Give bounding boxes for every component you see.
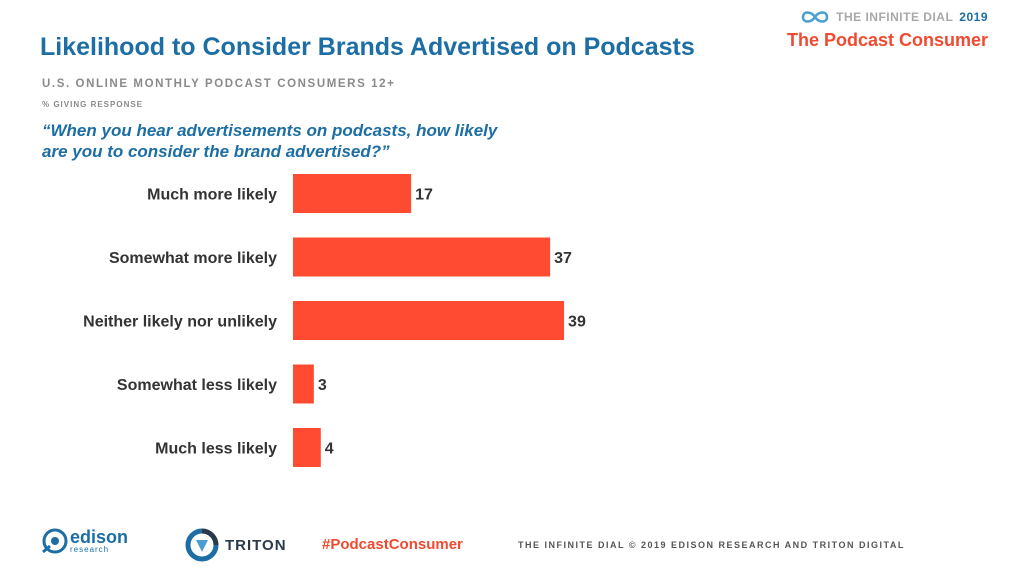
response-note: % GIVING RESPONSE	[42, 100, 144, 109]
hashtag: #PodcastConsumer	[322, 536, 463, 553]
value-label: 39	[568, 314, 586, 331]
report-name: The Podcast Consumer	[786, 30, 988, 50]
triton-digital-logo: TRITON	[185, 528, 287, 562]
infinite-dial-brand: THE INFINITE DIAL 2019 The Podcast Consu…	[787, 10, 988, 51]
copyright-credit: THE INFINITE DIAL © 2019 EDISON RESEARCH…	[518, 540, 905, 550]
chart-subtitle: U.S. ONLINE MONTHLY PODCAST CONSUMERS 12…	[42, 78, 396, 90]
footer: edison research TRITON #PodcastConsumer …	[0, 520, 1024, 576]
category-label: Much more likely	[147, 187, 277, 204]
bar	[293, 301, 565, 340]
bar	[293, 237, 551, 277]
survey-question: “When you hear advertisements on podcast…	[42, 121, 498, 161]
category-label: Much less likely	[155, 441, 277, 458]
edison-globe-icon	[42, 528, 68, 554]
edison-sub: research	[70, 544, 110, 554]
value-label: 3	[318, 377, 327, 394]
infinity-icon	[801, 11, 829, 23]
value-label: 37	[554, 250, 572, 267]
page-title: Likelihood to Consider Brands Advertised…	[40, 33, 695, 61]
edison-research-logo: edison research	[40, 526, 128, 556]
value-label: 4	[325, 441, 334, 458]
likelihood-bar-chart: Much more likely 17 Somewhat more likely 37…	[83, 174, 586, 467]
triton-name: TRITON	[225, 536, 287, 554]
category-label: Neither likely nor unlikely	[83, 314, 277, 331]
category-label: Somewhat less likely	[117, 377, 277, 394]
dial-year: 2019	[959, 10, 988, 24]
edison-name: edison	[70, 526, 129, 547]
bar	[293, 174, 412, 213]
category-label: Somewhat more likely	[109, 250, 277, 267]
bar	[293, 364, 314, 404]
bar	[293, 428, 321, 467]
dial-name: THE INFINITE DIAL	[836, 10, 954, 24]
triton-shield-icon	[185, 528, 219, 562]
infinite-dial-logo: THE INFINITE DIAL 2019	[787, 10, 988, 24]
value-label: 17	[415, 187, 433, 204]
